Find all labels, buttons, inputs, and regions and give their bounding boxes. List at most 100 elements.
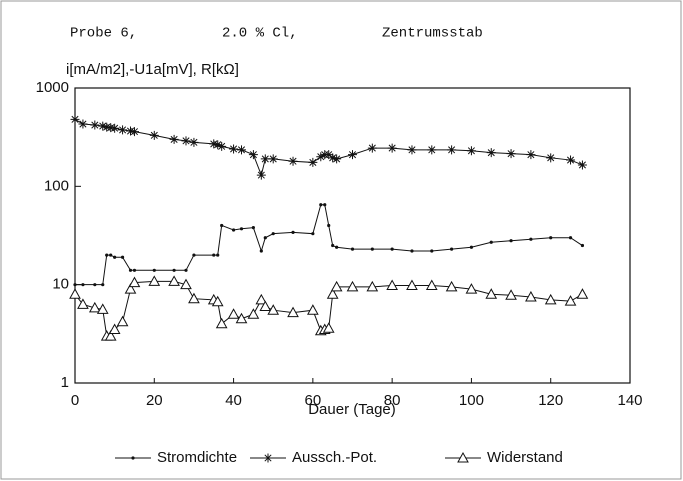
point-triangle — [188, 292, 200, 304]
point-star — [78, 119, 88, 129]
point-star — [110, 123, 120, 133]
title-part: Zentrumsstab — [382, 26, 483, 42]
point-dot — [489, 240, 493, 244]
point-dot — [331, 243, 335, 248]
point-star — [407, 145, 417, 155]
x-tick-label: 80 — [384, 392, 401, 409]
point-triangle — [148, 275, 161, 286]
point-triangle — [259, 300, 272, 311]
point-star — [328, 153, 338, 163]
point-dot — [192, 253, 196, 257]
point-triangle — [465, 283, 478, 294]
point-star — [229, 144, 239, 154]
x-tick-label: 20 — [146, 392, 163, 409]
point-star — [308, 157, 318, 167]
point-triangle — [104, 330, 117, 341]
point-triangle — [96, 303, 109, 314]
point-triangle — [326, 288, 339, 299]
point-triangle — [445, 280, 458, 292]
point-triangle — [77, 298, 89, 309]
point-dot — [152, 268, 156, 272]
legend-marker — [263, 453, 273, 463]
point-star — [486, 148, 496, 158]
point-triangle — [576, 288, 589, 299]
legend-marker — [457, 451, 469, 463]
point-dot — [430, 249, 434, 253]
point-star — [169, 134, 179, 144]
point-triangle — [211, 295, 224, 307]
point-triangle — [124, 283, 137, 294]
point-star — [126, 126, 135, 136]
point-dot — [231, 228, 236, 232]
point-dot — [109, 253, 113, 257]
point-dot — [259, 249, 263, 253]
point-triangle — [180, 278, 192, 290]
point-triangle — [525, 290, 537, 302]
point-dot — [81, 283, 85, 287]
point-dot — [251, 226, 255, 230]
point-dot — [390, 247, 394, 251]
title-part: Probe 6, — [70, 26, 137, 42]
point-dot — [327, 223, 331, 228]
point-star — [106, 123, 116, 133]
point-star — [466, 146, 476, 156]
point-dot — [410, 249, 414, 253]
point-triangle — [287, 306, 299, 318]
point-star — [237, 145, 246, 155]
point-triangle — [128, 276, 141, 288]
point-dot — [73, 283, 77, 287]
y-tick-label: 10 — [52, 276, 69, 293]
point-triangle — [247, 308, 260, 319]
point-star — [256, 170, 266, 180]
point-dot — [319, 203, 323, 207]
point-star — [288, 156, 298, 166]
point-star — [209, 139, 219, 149]
point-dot — [105, 253, 109, 257]
title-part: 2.0 % Cl, — [222, 26, 298, 42]
point-star — [217, 141, 227, 151]
x-tick-label: 0 — [71, 392, 79, 409]
point-triangle — [425, 279, 438, 291]
point-triangle — [215, 317, 228, 329]
point-triangle — [116, 315, 129, 327]
point-triangle — [168, 275, 180, 286]
point-dot — [311, 232, 315, 236]
point-star — [90, 120, 100, 130]
y-tick-label: 1000 — [36, 79, 69, 96]
point-star — [577, 160, 587, 170]
point-triangle — [227, 308, 240, 319]
point-star — [213, 140, 223, 150]
legend-label: Widerstand — [487, 449, 563, 466]
point-dot — [469, 245, 474, 249]
point-star — [332, 154, 342, 164]
point-star — [546, 153, 556, 163]
y-axis-label: i[mA/m2],-U1a[mV], R[kΩ] — [66, 61, 239, 78]
x-tick-label: 120 — [538, 392, 563, 409]
point-star — [70, 114, 80, 124]
legend-marker — [131, 456, 135, 460]
point-dot — [323, 203, 327, 207]
point-dot — [350, 247, 355, 251]
point-dot — [271, 232, 275, 236]
plot-frame — [74, 87, 631, 384]
point-dot — [239, 227, 244, 231]
point-star — [526, 150, 536, 160]
point-star — [189, 137, 199, 147]
x-tick-label: 40 — [225, 392, 242, 409]
point-triangle — [485, 288, 498, 299]
point-triangle — [307, 304, 319, 315]
point-star — [98, 121, 108, 131]
point-star — [268, 154, 278, 164]
y-tick-label: 1 — [61, 374, 69, 391]
point-dot — [113, 255, 117, 259]
point-dot — [291, 230, 295, 235]
point-dot — [101, 283, 105, 287]
x-axis-label: Dauer (Tage) — [308, 401, 396, 418]
point-dot — [580, 243, 585, 248]
point-dot — [529, 237, 533, 241]
point-triangle — [564, 295, 577, 306]
point-star — [387, 143, 397, 153]
point-triangle — [544, 293, 557, 305]
